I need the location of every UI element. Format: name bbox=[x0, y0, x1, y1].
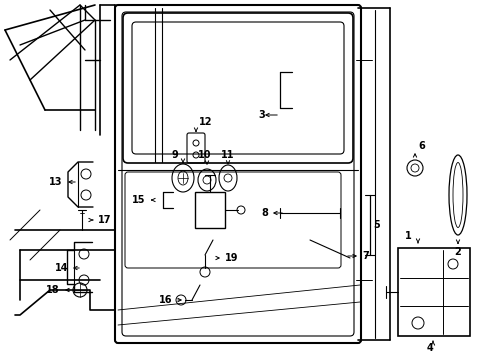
Text: 3: 3 bbox=[258, 110, 264, 120]
Text: 5: 5 bbox=[372, 220, 379, 230]
Text: 18: 18 bbox=[46, 285, 60, 295]
Text: 14: 14 bbox=[54, 263, 68, 273]
Text: 10: 10 bbox=[198, 150, 211, 160]
Text: 9: 9 bbox=[171, 150, 178, 160]
Text: 4: 4 bbox=[426, 343, 432, 353]
Text: 8: 8 bbox=[261, 208, 267, 218]
Text: 17: 17 bbox=[98, 215, 111, 225]
Text: 2: 2 bbox=[454, 247, 461, 257]
Text: 15: 15 bbox=[131, 195, 145, 205]
Text: 19: 19 bbox=[224, 253, 238, 263]
Text: 12: 12 bbox=[199, 117, 212, 127]
Text: 11: 11 bbox=[221, 150, 234, 160]
Text: 1: 1 bbox=[404, 231, 410, 241]
Text: 7: 7 bbox=[361, 251, 368, 261]
Text: 16: 16 bbox=[158, 295, 172, 305]
Text: 13: 13 bbox=[48, 177, 62, 187]
Text: 6: 6 bbox=[417, 141, 424, 151]
